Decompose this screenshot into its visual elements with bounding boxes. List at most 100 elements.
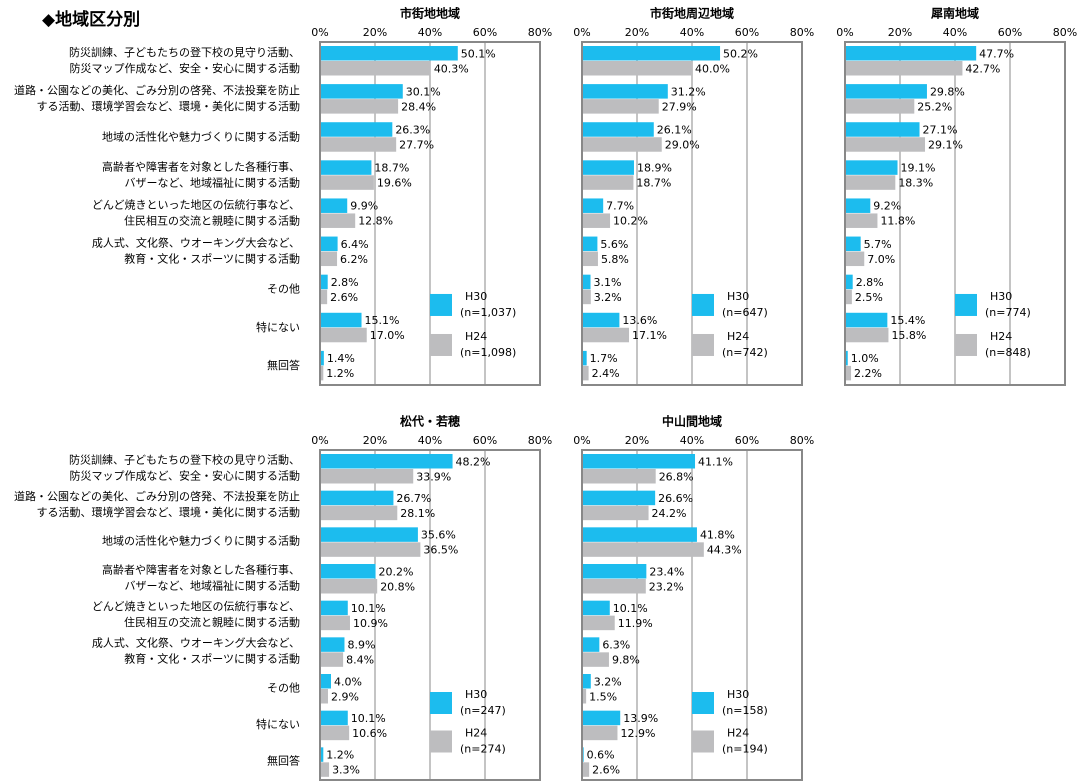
bar xyxy=(582,762,590,777)
bar xyxy=(582,490,656,506)
legend-swatch xyxy=(692,730,714,753)
value-label: 18.9% xyxy=(637,162,672,175)
value-label: 31.2% xyxy=(671,85,706,98)
value-label: 0.6% xyxy=(587,749,615,762)
value-label: 25.2% xyxy=(917,100,952,113)
value-label: 26.7% xyxy=(396,492,431,505)
value-label: 42.7% xyxy=(965,62,1000,75)
value-label: 6.3% xyxy=(602,639,630,652)
bar xyxy=(582,469,656,484)
category-label: 防災訓練、子どもたちの登下校の見守り活動、 xyxy=(69,452,300,466)
plot-frame xyxy=(844,41,1066,386)
legend-label: H30 xyxy=(465,290,487,303)
bar xyxy=(582,274,591,290)
bar xyxy=(582,46,721,61)
category-label: する活動、環境学習会など、環境・美化に関する活動 xyxy=(37,505,300,519)
bar xyxy=(845,289,852,305)
value-label: 9.9% xyxy=(350,200,378,213)
category-label: 地域の活性化や魅力づくりに関する活動 xyxy=(102,129,300,143)
bar xyxy=(320,689,328,704)
value-label: 6.4% xyxy=(341,238,369,251)
category-label: 無回答 xyxy=(267,754,300,768)
bar xyxy=(320,251,338,267)
bar xyxy=(845,61,963,76)
x-tick-label: 60% xyxy=(735,26,759,39)
bar xyxy=(582,84,668,99)
value-label: 10.1% xyxy=(351,712,386,725)
category-label: 防災訓練、子どもたちの登下校の見守り活動、 xyxy=(69,45,300,59)
category-label: 特にない xyxy=(256,320,300,334)
x-tick-label: 80% xyxy=(790,434,814,447)
x-tick-label: 0% xyxy=(573,434,590,447)
category-label: その他 xyxy=(267,681,300,694)
bar xyxy=(320,490,394,506)
legend-swatch xyxy=(430,293,452,316)
legend-n: (n=274) xyxy=(460,743,506,756)
bar xyxy=(582,137,662,152)
bar xyxy=(582,652,609,667)
value-label: 2.8% xyxy=(856,276,884,289)
bar xyxy=(582,615,615,631)
x-tick-label: 20% xyxy=(363,434,387,447)
x-tick-label: 80% xyxy=(1053,26,1077,39)
bar xyxy=(582,213,611,228)
bar xyxy=(845,198,871,213)
bar xyxy=(582,327,630,343)
value-label: 20.2% xyxy=(379,565,414,578)
bar xyxy=(582,725,618,741)
bar xyxy=(845,312,888,328)
legend-label: H30 xyxy=(990,290,1012,303)
value-label: 1.5% xyxy=(589,690,617,703)
chart-title: 市街地周辺地域 xyxy=(650,6,734,21)
bar xyxy=(320,454,453,469)
category-label: その他 xyxy=(267,283,300,296)
value-label: 3.1% xyxy=(594,276,622,289)
value-label: 15.8% xyxy=(891,329,926,342)
bar xyxy=(320,542,421,557)
plot-frame xyxy=(319,41,541,386)
figure-title: ◆地域区分別 xyxy=(42,9,140,30)
bar xyxy=(320,469,414,484)
value-label: 28.4% xyxy=(401,100,436,113)
value-label: 13.6% xyxy=(622,314,657,327)
category-label: 高齢者や障害者を対象とした各種行事、 xyxy=(102,159,300,173)
value-label: 29.1% xyxy=(928,138,963,151)
legend-n: (n=194) xyxy=(722,743,768,756)
bar xyxy=(320,762,330,777)
legend-label: H24 xyxy=(727,330,749,343)
category-label: 成人式、文化祭、ウオーキング大会など、 xyxy=(92,636,300,650)
value-label: 27.7% xyxy=(399,138,434,151)
value-label: 2.6% xyxy=(330,291,358,304)
bar xyxy=(582,637,600,652)
bar xyxy=(582,350,587,366)
category-label: 道路・公園などの美化、ごみ分別の啓発、不法投棄を防止 xyxy=(14,489,300,503)
legend-swatch xyxy=(692,333,714,356)
legend-swatch xyxy=(430,333,452,356)
bar xyxy=(320,137,397,152)
value-label: 1.2% xyxy=(326,367,354,380)
value-label: 10.1% xyxy=(613,602,648,615)
category-label: 防災マップ作成など、安全・安心に関する活動 xyxy=(70,468,300,482)
category-label: 教育・文化・スポーツに関する活動 xyxy=(124,652,300,666)
bar xyxy=(320,564,376,579)
x-tick-label: 40% xyxy=(680,26,704,39)
value-label: 10.1% xyxy=(351,602,386,615)
bar xyxy=(320,213,356,228)
value-label: 17.0% xyxy=(370,329,405,342)
category-label: どんど焼きといった地区の伝統行事など、 xyxy=(92,198,300,212)
legend-swatch xyxy=(430,730,452,753)
legend-n: (n=647) xyxy=(722,306,768,319)
value-label: 26.3% xyxy=(395,123,430,136)
value-label: 41.8% xyxy=(700,529,735,542)
value-label: 11.8% xyxy=(880,215,915,228)
x-tick-label: 60% xyxy=(473,26,497,39)
x-tick-label: 40% xyxy=(680,434,704,447)
chart-title: 犀南地域 xyxy=(931,6,979,21)
legend-label: H24 xyxy=(465,727,487,740)
legend-n: (n=1,098) xyxy=(460,346,516,359)
value-label: 10.6% xyxy=(352,727,387,740)
bar xyxy=(845,350,848,366)
value-label: 36.5% xyxy=(423,544,458,557)
value-label: 5.8% xyxy=(601,253,629,266)
